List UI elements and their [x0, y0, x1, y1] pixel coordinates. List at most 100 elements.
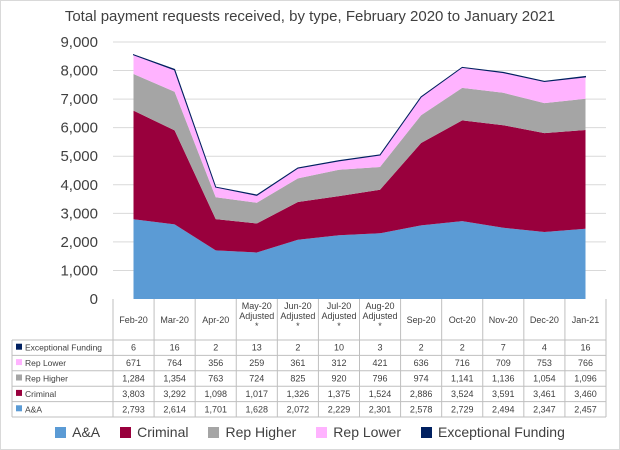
- table-cell: 2: [460, 343, 465, 353]
- y-tick-label: 0: [90, 291, 98, 308]
- chart-title: Total payment requests received, by type…: [64, 8, 556, 25]
- table-cell: 2,886: [410, 389, 433, 399]
- legend-item: A&A: [55, 424, 100, 440]
- table-cell: 2,578: [410, 404, 433, 414]
- legend-swatch: [316, 426, 328, 438]
- table-cell: 636: [414, 358, 429, 368]
- row-swatch: [16, 389, 22, 396]
- table-cell: 796: [373, 374, 388, 384]
- table-cell: 709: [496, 358, 511, 368]
- y-tick-label: 6,000: [60, 120, 98, 137]
- legend-swatch: [421, 426, 432, 438]
- legend-item: Rep Higher: [208, 424, 296, 440]
- table-cell: 3: [378, 343, 383, 353]
- table-cell: 312: [331, 358, 346, 368]
- table-cell: 716: [455, 358, 470, 368]
- table-cell: 7: [501, 343, 506, 353]
- table-cell: 361: [290, 358, 305, 368]
- table-cell: 1,354: [163, 374, 186, 384]
- category-label: Jun-20 Adjusted *: [280, 301, 315, 331]
- category-label: Mar-20: [160, 315, 189, 325]
- row-swatch: [16, 374, 22, 381]
- row-label: Rep Higher: [25, 374, 68, 384]
- table-cell: 2,347: [533, 404, 556, 414]
- area-exceptional-funding: [133, 53, 586, 196]
- category-label: Oct-20: [449, 315, 476, 325]
- legend-label: Criminal: [137, 424, 189, 440]
- category-label: Feb-20: [119, 315, 148, 325]
- y-tick-label: 3,000: [60, 205, 98, 222]
- category-label: Apr-20: [202, 315, 229, 325]
- table-cell: 766: [578, 358, 593, 368]
- table-cell: 724: [249, 374, 264, 384]
- table-cell: 3,591: [492, 389, 515, 399]
- table-cell: 2: [295, 343, 300, 353]
- table-cell: 16: [170, 343, 180, 353]
- table-cell: 2,494: [492, 404, 515, 414]
- legend-item: Rep Lower: [316, 424, 401, 440]
- y-tick-label: 8,000: [60, 63, 98, 80]
- legend-swatch: [55, 426, 67, 438]
- y-axis: 0 1,000 2,000 3,000 4,000 5,000 6,000 7,000 8,00…: [60, 34, 98, 308]
- table-cell: 259: [249, 358, 264, 368]
- table-cell: 10: [334, 343, 344, 353]
- table-cell: 1,141: [451, 374, 474, 384]
- table-cell: 1,326: [287, 389, 310, 399]
- table-cell: 3,460: [574, 389, 597, 399]
- legend-swatch: [208, 426, 220, 438]
- table-cell: 1,628: [246, 404, 269, 414]
- data-table: Feb-20 Mar-20 Apr-20 May-20 Adjusted *Jun-20 A…: [11, 299, 607, 418]
- table-cell: 3,524: [451, 389, 474, 399]
- row-label: A&A: [25, 404, 42, 414]
- table-cell: 16: [580, 343, 590, 353]
- row-swatch: [16, 405, 22, 412]
- table-cell: 753: [537, 358, 552, 368]
- y-tick-label: 2,000: [60, 234, 98, 251]
- category-label: May-20 Adjusted *: [239, 301, 274, 331]
- table-cell: 2,729: [451, 404, 474, 414]
- table-cell: 2,457: [574, 404, 597, 414]
- table-cell: 356: [208, 358, 223, 368]
- legend-item: Exceptional Funding: [421, 424, 565, 440]
- table-cell: 764: [167, 358, 182, 368]
- category-label: Aug-20 Adjusted *: [363, 301, 398, 331]
- table-cell: 763: [208, 374, 223, 384]
- row-swatch: [16, 343, 22, 350]
- area-criminal: [133, 110, 586, 253]
- category-label: Nov-20: [489, 315, 518, 325]
- y-tick-label: 9,000: [60, 34, 98, 51]
- table-cell: 2,301: [369, 404, 392, 414]
- table-cell: 1,284: [122, 374, 145, 384]
- table-cell: 2: [213, 343, 218, 353]
- legend-label: Rep Lower: [333, 424, 401, 440]
- y-tick-label: 7,000: [60, 91, 98, 108]
- stacked-areas: [133, 53, 586, 299]
- table-cell: 2,793: [122, 404, 145, 414]
- table-cell: 1,054: [533, 374, 556, 384]
- legend-label: Rep Higher: [225, 424, 297, 440]
- y-tick-label: 5,000: [60, 148, 98, 165]
- table-cell: 1,136: [492, 374, 515, 384]
- table-cell: 2,614: [163, 404, 186, 414]
- legend-label: Exceptional Funding: [438, 424, 565, 440]
- table-cell: 4: [542, 343, 547, 353]
- area-rep-higher: [133, 74, 586, 224]
- table-cell: 13: [252, 343, 262, 353]
- table-cell: 671: [126, 358, 141, 368]
- row-label: Exceptional Funding: [25, 343, 102, 353]
- y-tick-label: 1,000: [60, 262, 98, 279]
- table-cell: 2,229: [328, 404, 351, 414]
- legend-item: Criminal: [120, 424, 188, 440]
- y-tick-label: 4,000: [60, 177, 98, 194]
- table-cell: 1,701: [204, 404, 227, 414]
- table-cell: 6: [131, 343, 136, 353]
- legend-swatch: [120, 426, 132, 438]
- table-cell: 3,803: [122, 389, 145, 399]
- table-cell: 2,072: [287, 404, 310, 414]
- table-cell: 1,098: [204, 389, 227, 399]
- chart-svg: 0 1,000 2,000 3,000 4,000 5,000 6,000 7,000 8,00…: [11, 34, 607, 418]
- row-label: Criminal: [25, 389, 56, 399]
- table-cell: 3,461: [533, 389, 556, 399]
- table-cell: 1,096: [574, 374, 597, 384]
- table-cell: 920: [331, 374, 346, 384]
